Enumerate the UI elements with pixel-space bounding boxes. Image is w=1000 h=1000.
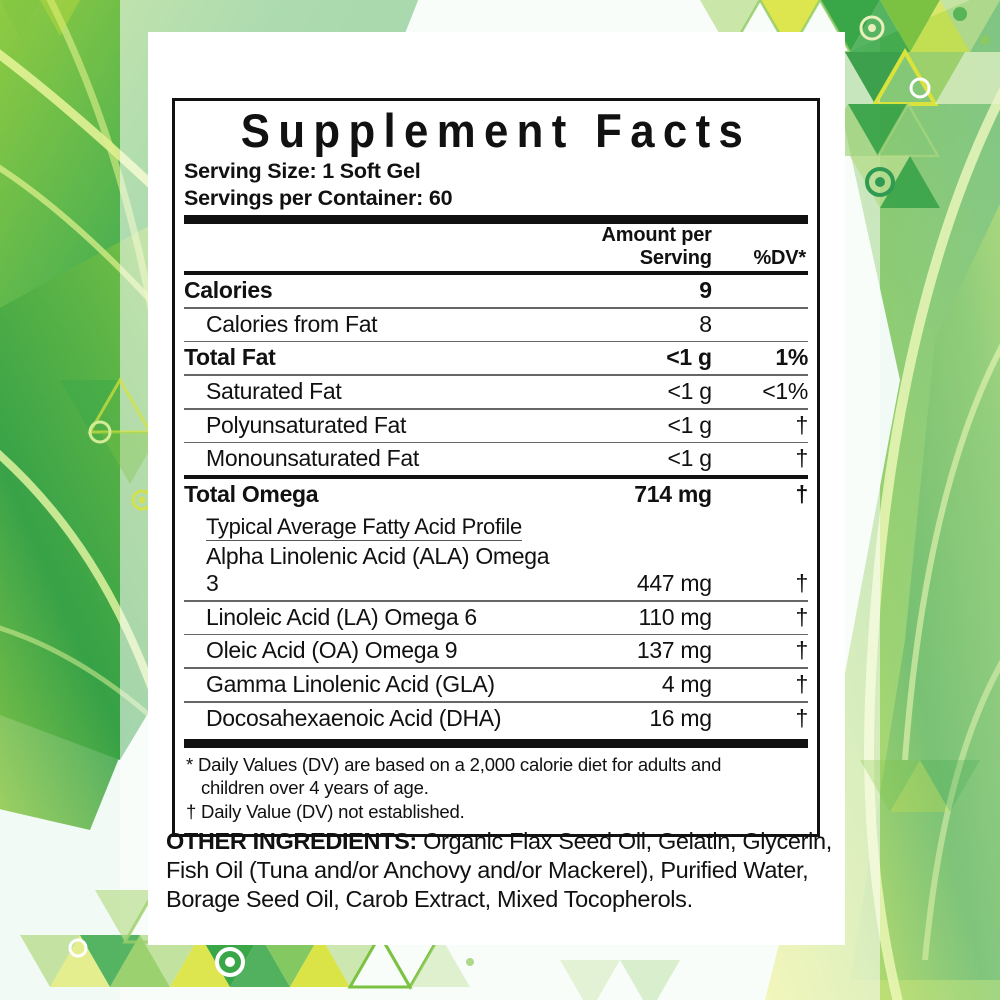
- row-dv: †: [795, 570, 809, 597]
- table-row: Oleic Acid (OA) Omega 9 137 mg †: [184, 635, 808, 667]
- divider-thick-top: [184, 215, 808, 225]
- row-dv: †: [795, 670, 809, 697]
- row-amount: 4 mg: [661, 670, 712, 697]
- row-amount: 9: [699, 277, 712, 304]
- servings-per-container: Servings per Container: 60: [184, 185, 453, 210]
- table-row: Total Omega 714 mg †: [184, 479, 808, 511]
- table-row: Calories 9: [184, 275, 808, 307]
- other-ingredients: OTHER INGREDIENTS: Organic Flax Seed Oil…: [166, 827, 836, 914]
- table-row: Linoleic Acid (LA) Omega 6 110 mg †: [184, 602, 808, 634]
- row-divider: [184, 667, 808, 669]
- label-card: Supplement Facts Serving Size: 1 Soft Ge…: [148, 32, 845, 945]
- header-percent-dv: %DV*: [753, 247, 806, 270]
- supplement-facts-panel: Supplement Facts Serving Size: 1 Soft Ge…: [172, 98, 820, 838]
- row-dv: †: [795, 481, 809, 508]
- row-dv: [724, 309, 808, 341]
- other-ingredients-heading: OTHER INGREDIENTS:: [166, 828, 417, 854]
- divider-below-header: [184, 271, 808, 276]
- row-amount: <1 g: [667, 411, 713, 438]
- row-label: Gamma Linolenic Acid (GLA): [206, 670, 495, 697]
- row-divider: [184, 307, 808, 309]
- footnote-daily-value-line1: * Daily Values (DV) are based on a 2,000…: [186, 753, 722, 775]
- table-row: Total Fat <1 g 1%: [184, 342, 808, 374]
- table-row: Saturated Fat <1 g <1%: [184, 376, 808, 408]
- row-label: Polyunsaturated Fat: [206, 411, 407, 438]
- footnotes: * Daily Values (DV) are based on a 2,000…: [184, 748, 808, 829]
- row-divider: [184, 374, 808, 376]
- row-label: Docosahexaenoic Acid (DHA): [206, 704, 502, 731]
- table-row: Monounsaturated Fat <1 g †: [184, 443, 808, 475]
- table-row: Calories from Fat 8: [184, 309, 808, 341]
- row-label: Calories from Fat: [206, 310, 378, 337]
- row-amount: 8: [699, 310, 712, 337]
- row-dv: 1%: [775, 344, 808, 371]
- fatty-acid-profile-heading-row: Typical Average Fatty Acid Profile: [184, 511, 808, 542]
- row-label: Total Fat: [184, 344, 276, 371]
- nutrition-table: Amount per Serving %DV* Calories 9 Calor…: [184, 224, 808, 734]
- row-dv: <1%: [762, 377, 808, 404]
- row-label: Monounsaturated Fat: [206, 445, 419, 472]
- row-dv: †: [795, 637, 809, 664]
- table-row: Alpha Linolenic Acid (ALA) Omega 3 447 m…: [184, 541, 808, 600]
- row-divider: [184, 407, 808, 410]
- divider-thick-bottom: [184, 738, 808, 748]
- row-dv: †: [795, 704, 809, 731]
- triangle-mosaic-top-left: [0, 0, 80, 36]
- row-divider: [184, 441, 808, 444]
- row-amount: 110 mg: [638, 603, 713, 630]
- row-divider: [184, 600, 808, 602]
- triangle-mosaic-right-lower: [860, 760, 980, 812]
- row-amount: 447 mg: [636, 570, 712, 597]
- row-label: Oleic Acid (OA) Omega 9: [206, 637, 458, 664]
- footnote-dagger: † Daily Value (DV) not established.: [186, 800, 465, 822]
- row-label: Calories: [184, 277, 273, 304]
- row-label: Alpha Linolenic Acid (ALA) Omega 3: [206, 543, 550, 597]
- row-amount: <1 g: [667, 377, 713, 404]
- triangle-mosaic-top-right: [700, 0, 1000, 208]
- header-nutrient: [184, 224, 558, 271]
- row-dv: †: [795, 445, 809, 472]
- row-amount: 714 mg: [634, 481, 712, 508]
- row-dv: [724, 275, 808, 307]
- row-amount: <1 g: [667, 445, 713, 472]
- page-title: Supplement Facts: [240, 104, 752, 157]
- serving-size: Serving Size: 1 Soft Gel: [184, 158, 421, 183]
- row-label: Saturated Fat: [206, 377, 342, 404]
- row-divider: [184, 633, 808, 636]
- row-divider: [184, 700, 808, 703]
- row-amount: 16 mg: [649, 704, 712, 731]
- triangle-mosaic-bottom: [20, 886, 680, 1000]
- row-amount: <1 g: [666, 344, 712, 371]
- row-dv: †: [795, 411, 809, 438]
- row-amount: 137 mg: [636, 637, 712, 664]
- table-header-row: Amount per Serving %DV*: [184, 224, 808, 271]
- divider-above-total-omega: [184, 475, 808, 480]
- table-row: Gamma Linolenic Acid (GLA) 4 mg †: [184, 669, 808, 701]
- row-divider: [184, 340, 808, 343]
- table-row: Polyunsaturated Fat <1 g †: [184, 410, 808, 442]
- row-label: Total Omega: [184, 481, 319, 508]
- row-dv: †: [795, 603, 809, 630]
- other-ingredients-text: Organic Flax Seed Oil, Gelatin, Glycerin…: [166, 828, 832, 913]
- footnote-daily-value-line2: children over 4 years of age.: [201, 777, 429, 799]
- fatty-acid-profile-heading: Typical Average Fatty Acid Profile: [206, 514, 522, 542]
- table-row: Docosahexaenoic Acid (DHA) 16 mg †: [184, 703, 808, 735]
- row-label: Linoleic Acid (LA) Omega 6: [206, 603, 477, 630]
- header-amount-per-serving: Amount per Serving: [601, 224, 712, 270]
